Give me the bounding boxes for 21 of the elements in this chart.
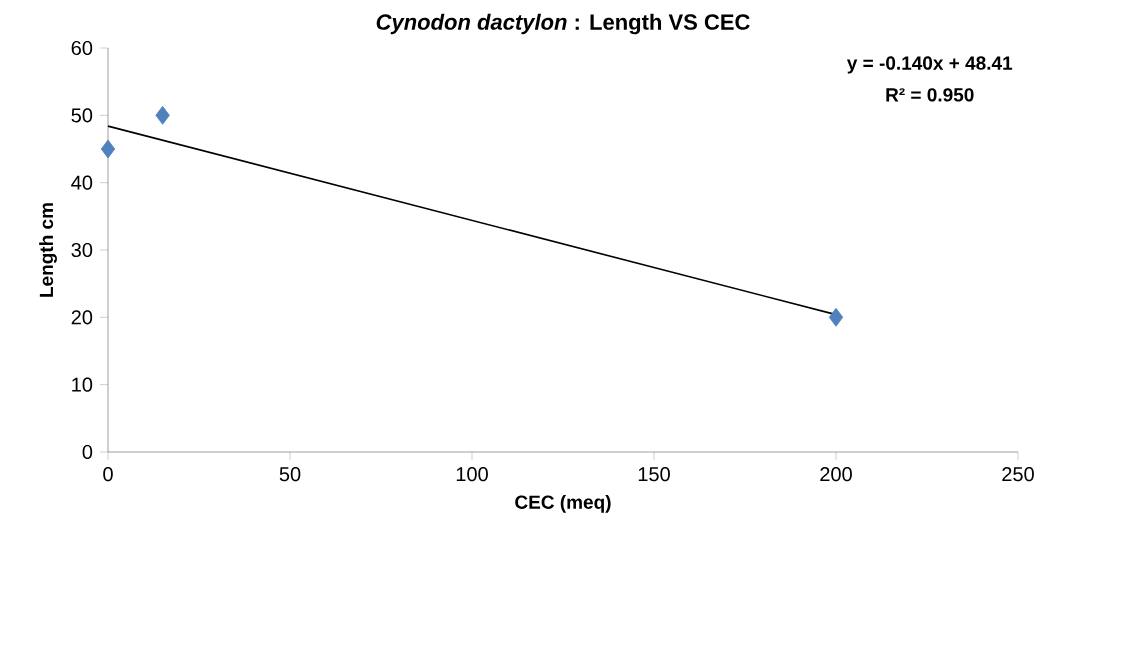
- x-tick-label: 250: [1002, 467, 1034, 482]
- y-tick-label: 40: [71, 175, 93, 190]
- annotation: y = -0.140x + 48.41: [846, 56, 1013, 74]
- x-tick-label: 50: [279, 467, 301, 482]
- y-tick-label: 30: [71, 242, 93, 258]
- point: [828, 307, 844, 327]
- point: [155, 105, 170, 125]
- x-tick-label: 200: [820, 467, 852, 482]
- y-tick-label: 20: [71, 310, 93, 325]
- chart-title: Cynodon dactylon : Length VS CEC: [376, 13, 750, 35]
- y-tick-label: 60: [71, 40, 93, 56]
- x-tick-label: 100: [456, 467, 488, 482]
- point: [100, 139, 116, 159]
- y-tick-label: 50: [71, 108, 93, 123]
- annotation: R² = 0.950: [886, 88, 974, 102]
- x-tick-label: 150: [638, 467, 670, 482]
- y-axis-title: Length cm: [39, 203, 57, 297]
- y-tick-label: 10: [72, 377, 93, 392]
- y-tick-label: 0: [82, 444, 93, 460]
- x-axis-title: CEC (meq): [515, 494, 611, 513]
- x-tick-label: 0: [103, 467, 113, 482]
